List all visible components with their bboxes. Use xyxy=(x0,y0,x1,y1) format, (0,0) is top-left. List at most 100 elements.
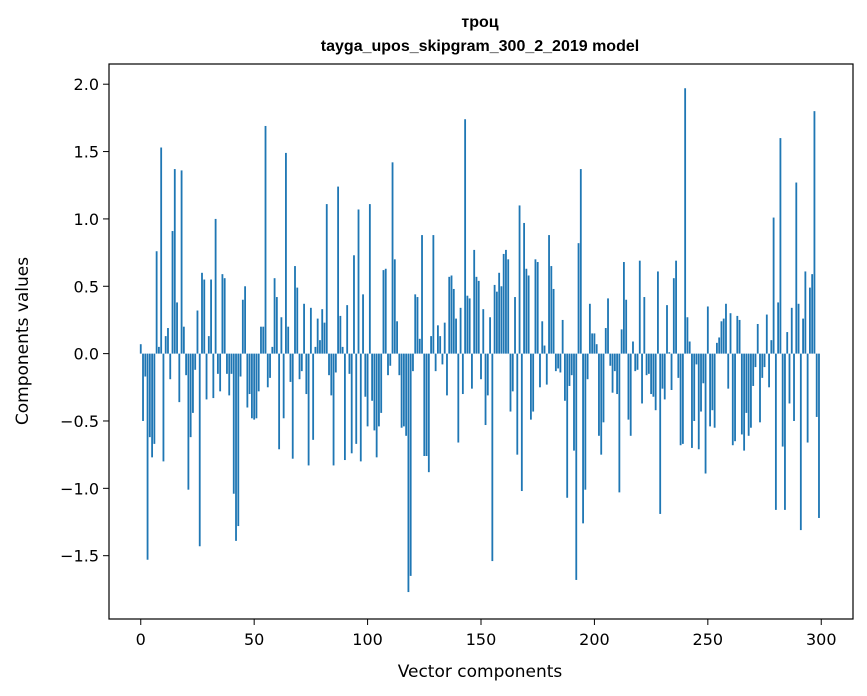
bar xyxy=(793,353,795,421)
bar xyxy=(210,279,212,354)
bar xyxy=(400,353,403,428)
bar xyxy=(688,341,691,354)
x-axis-label: Vector components xyxy=(398,662,563,682)
bar xyxy=(573,353,575,451)
bar xyxy=(613,353,616,372)
bar xyxy=(736,315,739,354)
bar xyxy=(180,170,183,354)
bar xyxy=(740,353,743,435)
bar xyxy=(729,313,732,354)
bar xyxy=(212,353,215,399)
bar xyxy=(770,340,773,354)
bar xyxy=(591,333,594,354)
bar xyxy=(443,322,446,354)
bar xyxy=(670,353,673,390)
bar xyxy=(375,353,378,458)
bar xyxy=(189,353,192,438)
bar xyxy=(657,271,659,354)
bar xyxy=(357,209,360,354)
bar xyxy=(738,319,741,354)
bar xyxy=(192,353,194,413)
bar xyxy=(430,336,433,354)
bar xyxy=(441,353,444,365)
bar xyxy=(609,353,612,366)
bar xyxy=(811,274,814,354)
bar xyxy=(559,353,562,373)
bar xyxy=(632,341,634,354)
bar xyxy=(752,353,755,386)
bar xyxy=(611,353,614,393)
bar xyxy=(790,307,793,354)
bar xyxy=(250,353,253,419)
bar xyxy=(464,119,467,354)
bar xyxy=(418,338,421,354)
bar xyxy=(643,297,646,354)
bar xyxy=(482,309,485,354)
bar xyxy=(806,353,809,443)
bar xyxy=(457,353,460,443)
bar xyxy=(328,353,330,376)
bar xyxy=(718,337,721,354)
bar xyxy=(273,278,276,354)
bar xyxy=(799,353,802,531)
bar xyxy=(779,138,782,354)
x-tick-label: 250 xyxy=(693,630,724,649)
bar xyxy=(446,353,448,396)
bar xyxy=(434,353,437,372)
bar xyxy=(343,353,346,461)
bar xyxy=(321,309,324,354)
bar xyxy=(471,353,473,389)
y-tick-label: 1.5 xyxy=(74,143,99,162)
bar xyxy=(348,353,351,374)
bar xyxy=(337,186,340,354)
bar xyxy=(722,318,725,354)
bar xyxy=(339,315,342,354)
bar xyxy=(754,353,757,368)
bar xyxy=(638,260,641,354)
bar xyxy=(684,88,687,354)
bar xyxy=(378,353,380,427)
bar xyxy=(241,299,244,354)
bar xyxy=(686,317,689,354)
bar xyxy=(439,336,442,354)
bar xyxy=(455,318,457,354)
bar xyxy=(493,284,496,354)
bar xyxy=(155,251,158,354)
bar xyxy=(359,353,362,462)
bar xyxy=(536,262,539,354)
bar xyxy=(489,317,491,354)
bar xyxy=(616,353,619,395)
bar xyxy=(505,249,507,354)
bar xyxy=(668,352,671,354)
y-axis-label: Components values xyxy=(13,257,33,425)
bar xyxy=(777,302,780,354)
bar xyxy=(486,353,489,396)
bar xyxy=(350,353,353,454)
bar xyxy=(618,353,621,493)
bar xyxy=(253,353,256,420)
bar xyxy=(731,353,734,446)
y-tick-label: −0.5 xyxy=(60,412,99,431)
bar xyxy=(235,353,237,541)
bar xyxy=(237,353,240,527)
bar xyxy=(298,353,301,380)
bar xyxy=(296,287,299,354)
bar xyxy=(146,353,149,560)
bar xyxy=(316,318,319,354)
bar xyxy=(797,303,800,354)
bar xyxy=(577,243,580,354)
bar xyxy=(802,318,805,354)
bar xyxy=(663,353,666,400)
bar xyxy=(353,255,355,354)
bar xyxy=(162,353,165,462)
bar xyxy=(452,288,455,354)
bar xyxy=(700,353,702,412)
bar xyxy=(484,353,487,426)
bar xyxy=(774,353,777,510)
bar xyxy=(412,353,414,372)
bar xyxy=(808,287,811,354)
bar xyxy=(461,353,464,395)
bar xyxy=(818,353,820,518)
bar xyxy=(568,353,571,386)
bar xyxy=(627,353,630,420)
